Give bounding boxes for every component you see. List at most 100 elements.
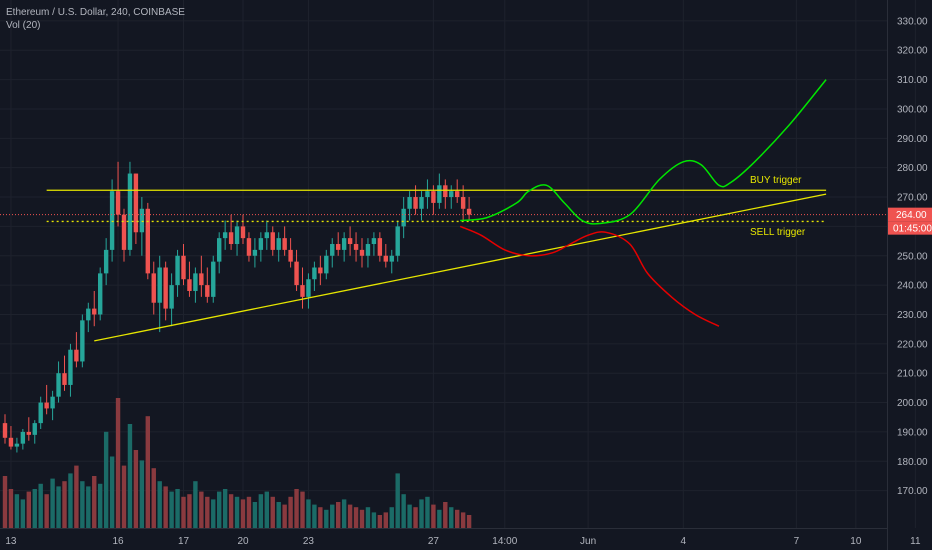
candle[interactable] (157, 255, 162, 333)
candle[interactable] (312, 261, 317, 291)
candle[interactable] (115, 161, 121, 227)
candle-body (246, 238, 252, 256)
candle[interactable] (2, 414, 8, 444)
trendline-support[interactable] (94, 193, 827, 342)
projection-bullish[interactable] (460, 79, 827, 225)
volume-indicator-label[interactable]: Vol (20) (6, 20, 41, 31)
candle[interactable] (383, 244, 388, 268)
candle[interactable] (205, 267, 210, 303)
candle[interactable] (377, 232, 383, 262)
candle[interactable] (294, 249, 299, 291)
candle[interactable] (62, 355, 67, 391)
candle[interactable] (246, 232, 252, 262)
candle[interactable] (217, 232, 222, 274)
candle[interactable] (401, 197, 406, 239)
candle[interactable] (407, 191, 412, 221)
candle[interactable] (419, 191, 424, 221)
candle[interactable] (234, 220, 240, 256)
candle[interactable] (359, 238, 365, 268)
candle[interactable] (56, 361, 61, 403)
candle[interactable] (336, 232, 341, 256)
candle[interactable] (80, 314, 85, 368)
candle[interactable] (365, 238, 371, 268)
candle[interactable] (50, 390, 55, 421)
candle[interactable] (258, 232, 264, 262)
candle[interactable] (139, 197, 145, 256)
candle-body (181, 255, 186, 280)
volume-bar (407, 504, 412, 528)
candle[interactable] (270, 226, 275, 256)
candle[interactable] (240, 214, 246, 245)
candle[interactable] (395, 220, 400, 262)
candle[interactable] (68, 343, 73, 397)
candle[interactable] (181, 244, 186, 286)
candle[interactable] (460, 185, 466, 221)
candle[interactable] (371, 232, 377, 256)
candle[interactable] (163, 261, 168, 321)
volume-bar (466, 515, 472, 528)
candle[interactable] (455, 179, 460, 203)
candle[interactable] (38, 396, 43, 429)
candle[interactable] (341, 232, 347, 262)
candle[interactable] (425, 179, 430, 209)
candle[interactable] (466, 197, 472, 221)
candle[interactable] (347, 226, 353, 256)
candle[interactable] (74, 332, 79, 368)
candle[interactable] (175, 249, 180, 297)
candle[interactable] (98, 267, 103, 321)
volume-bar (80, 481, 85, 528)
volume-bar (68, 473, 73, 528)
candle[interactable] (288, 238, 293, 268)
candle[interactable] (282, 226, 287, 256)
volume-bar (211, 499, 216, 528)
candle[interactable] (20, 428, 26, 450)
candle[interactable] (103, 238, 109, 286)
candle[interactable] (318, 255, 323, 286)
candle[interactable] (8, 426, 14, 450)
candle[interactable] (228, 214, 234, 250)
candle[interactable] (211, 255, 216, 303)
candle[interactable] (151, 261, 156, 315)
candle[interactable] (324, 249, 329, 280)
candle[interactable] (86, 302, 91, 333)
candle[interactable] (252, 238, 258, 268)
candle[interactable] (437, 173, 442, 209)
candle[interactable] (389, 249, 394, 274)
candle[interactable] (14, 437, 20, 453)
volume-bar (318, 507, 323, 528)
candle[interactable] (353, 232, 359, 262)
candle[interactable] (32, 420, 37, 444)
candle[interactable] (187, 261, 192, 297)
candle[interactable] (264, 220, 269, 250)
candle[interactable] (127, 161, 133, 256)
time-axis: 13 16 17 20 23 27 14:00 Jun 4 7 10 11 (5, 536, 921, 547)
candle[interactable] (199, 255, 204, 297)
candle-body (62, 373, 67, 385)
candle[interactable] (443, 179, 448, 209)
candle-body (353, 244, 359, 250)
candle-body (234, 226, 240, 245)
candle[interactable] (109, 179, 115, 262)
candle-body (419, 197, 424, 209)
projection-bearish[interactable] (459, 225, 720, 327)
candle[interactable] (169, 273, 174, 327)
symbol-title[interactable]: Ethereum / U.S. Dollar, 240, COINBASE (6, 7, 185, 18)
candle[interactable] (26, 417, 31, 441)
candle[interactable] (449, 185, 454, 209)
candle[interactable] (133, 173, 139, 245)
candle[interactable] (300, 267, 305, 309)
candle[interactable] (92, 290, 97, 327)
candle-body (371, 238, 377, 245)
candle[interactable] (44, 384, 49, 415)
volume-bar (246, 496, 252, 528)
volume-bar (252, 502, 258, 528)
candle[interactable] (145, 202, 150, 280)
candle[interactable] (193, 267, 198, 303)
candle[interactable] (330, 238, 335, 268)
volume-bar (98, 483, 103, 528)
candle[interactable] (306, 273, 311, 309)
candle[interactable] (121, 208, 127, 262)
candle[interactable] (222, 220, 228, 250)
candle[interactable] (276, 232, 281, 262)
